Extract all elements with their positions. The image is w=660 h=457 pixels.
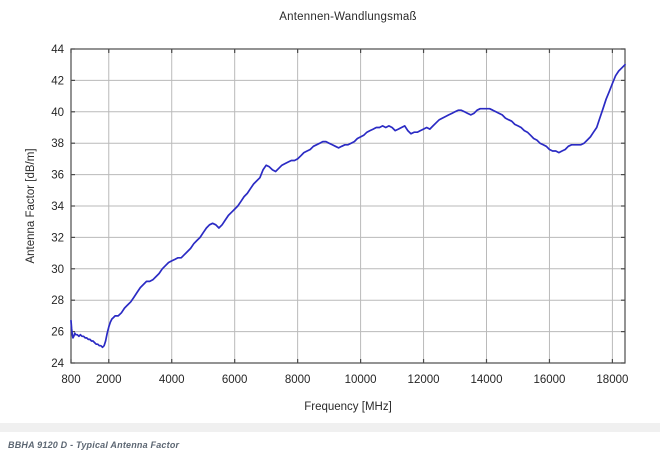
x-tick-label: 18000 — [596, 374, 628, 386]
divider-line — [0, 423, 660, 432]
x-tick-label: 6000 — [222, 374, 248, 386]
x-tick-label: 2000 — [96, 374, 122, 386]
y-tick-label: 24 — [51, 358, 64, 370]
y-tick-label: 32 — [51, 232, 64, 244]
caption-text: BBHA 9120 D - Typical Antenna Factor — [8, 440, 180, 450]
x-tick-label: 14000 — [471, 374, 503, 386]
y-tick-label: 30 — [51, 264, 64, 276]
y-tick-label: 38 — [51, 138, 64, 150]
antenna-factor-curve — [70, 63, 626, 349]
x-tick-label: 16000 — [533, 374, 565, 386]
x-tick-label: 4000 — [159, 374, 185, 386]
y-tick-label: 42 — [51, 75, 64, 87]
y-tick-label: 36 — [51, 170, 64, 182]
y-tick-label: 34 — [51, 201, 64, 213]
y-tick-label: 28 — [51, 295, 64, 307]
chart-title: Antennen-Wandlungsmaß — [279, 11, 417, 23]
x-axis-label: Frequency [MHz] — [304, 401, 392, 413]
x-tick-label: 800 — [61, 374, 80, 386]
y-tick-label: 40 — [51, 107, 64, 119]
y-tick-label: 44 — [51, 44, 64, 56]
x-tick-label: 8000 — [285, 374, 311, 386]
y-tick-label: 26 — [51, 327, 64, 339]
x-tick-label: 12000 — [408, 374, 440, 386]
x-tick-label: 10000 — [345, 374, 377, 386]
